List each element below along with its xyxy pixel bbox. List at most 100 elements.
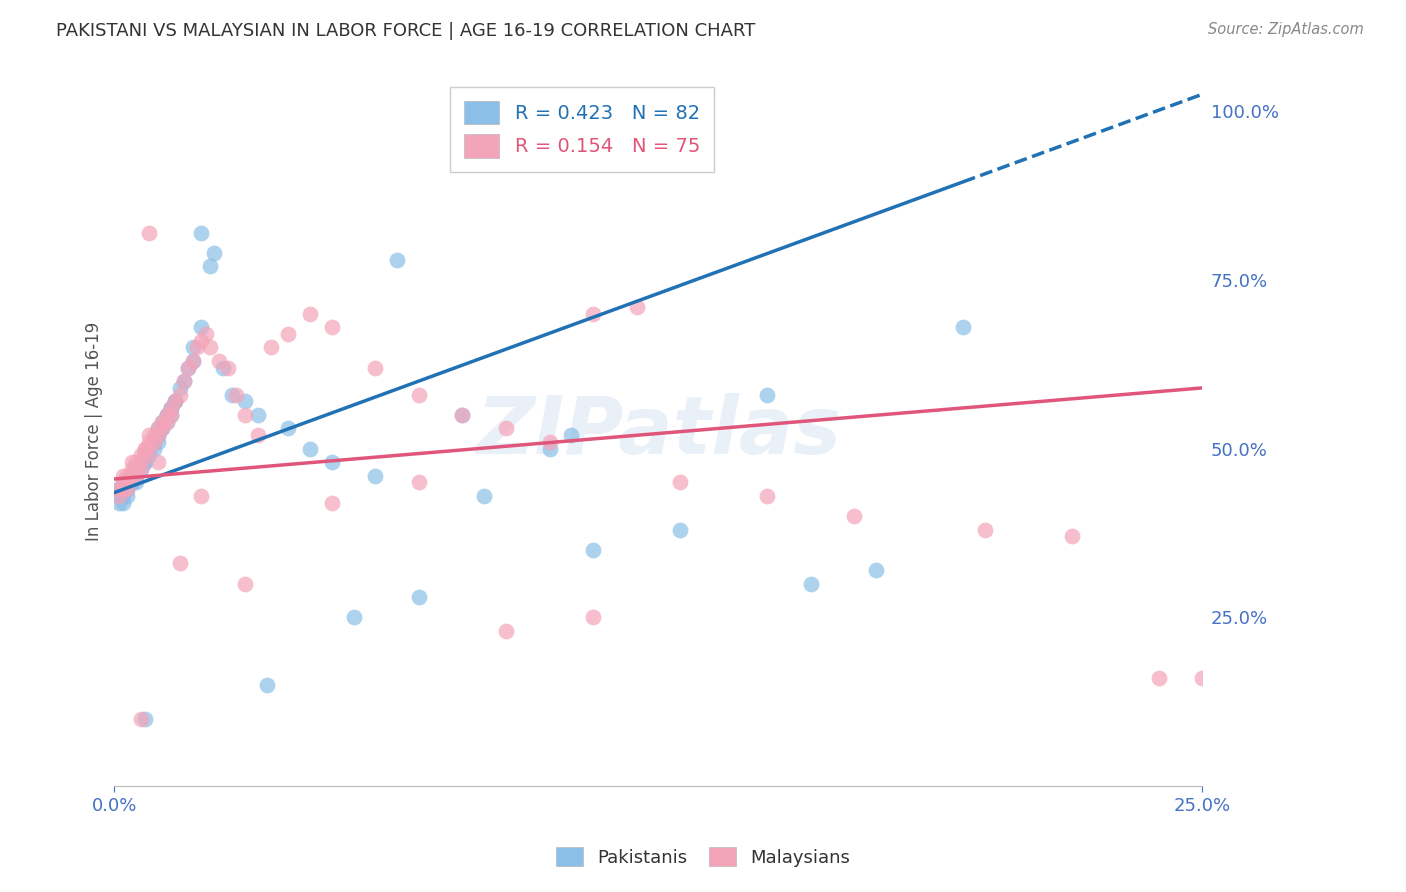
Point xyxy=(160,401,183,416)
Point xyxy=(142,442,165,456)
Point xyxy=(134,449,156,463)
Point xyxy=(181,354,204,368)
Point xyxy=(134,455,156,469)
Point xyxy=(138,226,160,240)
Text: PAKISTANI VS MALAYSIAN IN LABOR FORCE | AGE 16-19 CORRELATION CHART: PAKISTANI VS MALAYSIAN IN LABOR FORCE | … xyxy=(56,22,755,40)
Point xyxy=(626,300,648,314)
Point xyxy=(134,442,156,456)
Point xyxy=(260,340,283,354)
Point xyxy=(190,320,212,334)
Point xyxy=(107,482,129,496)
Point xyxy=(194,326,217,341)
Point xyxy=(472,489,495,503)
Point xyxy=(129,462,152,476)
Legend: Pakistanis, Malaysians: Pakistanis, Malaysians xyxy=(548,840,858,874)
Point xyxy=(156,415,179,429)
Point xyxy=(117,475,139,490)
Point xyxy=(538,442,561,456)
Point xyxy=(146,421,169,435)
Point xyxy=(125,475,148,490)
Point xyxy=(117,489,139,503)
Point xyxy=(160,401,183,416)
Point xyxy=(246,408,269,422)
Point xyxy=(233,408,256,422)
Point xyxy=(112,482,135,496)
Point xyxy=(150,415,173,429)
Point xyxy=(560,428,582,442)
Point xyxy=(204,246,226,260)
Point xyxy=(277,326,299,341)
Point xyxy=(125,462,148,476)
Point xyxy=(165,394,187,409)
Point xyxy=(125,462,148,476)
Point xyxy=(343,610,366,624)
Point xyxy=(146,421,169,435)
Point xyxy=(756,489,779,503)
Point xyxy=(198,340,221,354)
Point xyxy=(112,482,135,496)
Point xyxy=(669,523,692,537)
Point xyxy=(121,475,143,490)
Point xyxy=(1147,671,1170,685)
Point xyxy=(150,421,173,435)
Point xyxy=(408,387,430,401)
Point xyxy=(321,320,343,334)
Point xyxy=(146,428,169,442)
Point xyxy=(138,442,160,456)
Point xyxy=(117,482,139,496)
Point xyxy=(129,462,152,476)
Point xyxy=(181,354,204,368)
Point xyxy=(142,434,165,449)
Point xyxy=(142,428,165,442)
Point xyxy=(582,307,605,321)
Point xyxy=(156,408,179,422)
Point xyxy=(129,455,152,469)
Point xyxy=(952,320,974,334)
Point xyxy=(387,252,409,267)
Point xyxy=(756,387,779,401)
Point xyxy=(112,489,135,503)
Point xyxy=(134,442,156,456)
Point xyxy=(495,421,517,435)
Point xyxy=(142,434,165,449)
Point xyxy=(125,455,148,469)
Text: Source: ZipAtlas.com: Source: ZipAtlas.com xyxy=(1208,22,1364,37)
Point xyxy=(277,421,299,435)
Point xyxy=(190,334,212,348)
Point xyxy=(138,434,160,449)
Point xyxy=(669,475,692,490)
Point xyxy=(165,394,187,409)
Point xyxy=(121,455,143,469)
Point xyxy=(165,394,187,409)
Point xyxy=(138,428,160,442)
Y-axis label: In Labor Force | Age 16-19: In Labor Force | Age 16-19 xyxy=(86,322,103,541)
Point xyxy=(134,712,156,726)
Point xyxy=(112,496,135,510)
Point xyxy=(138,442,160,456)
Point xyxy=(125,468,148,483)
Point xyxy=(173,374,195,388)
Point xyxy=(299,442,322,456)
Point xyxy=(169,387,191,401)
Point xyxy=(156,415,179,429)
Point xyxy=(160,408,183,422)
Text: ZIPatlas: ZIPatlas xyxy=(475,392,841,471)
Point xyxy=(134,449,156,463)
Point xyxy=(117,475,139,490)
Point xyxy=(186,340,208,354)
Point xyxy=(146,455,169,469)
Point xyxy=(1191,671,1213,685)
Point xyxy=(129,455,152,469)
Point xyxy=(146,428,169,442)
Point xyxy=(112,475,135,490)
Point xyxy=(865,563,887,577)
Point xyxy=(134,455,156,469)
Point xyxy=(138,449,160,463)
Point xyxy=(112,475,135,490)
Point xyxy=(125,462,148,476)
Point xyxy=(107,489,129,503)
Point xyxy=(212,360,235,375)
Point xyxy=(217,360,239,375)
Point xyxy=(107,482,129,496)
Point xyxy=(451,408,474,422)
